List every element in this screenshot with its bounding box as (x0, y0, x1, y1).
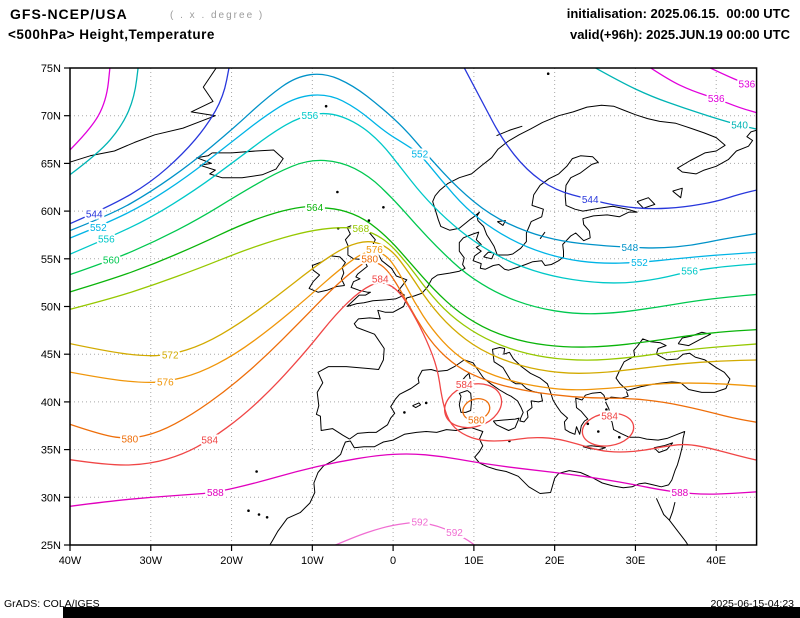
model-title: GFS-NCEP/USA (10, 6, 128, 22)
contour-label: 592 (411, 518, 428, 529)
island-dot (546, 72, 550, 75)
lat-tick-label: 60N (41, 206, 61, 218)
lat-tick-label: 35N (41, 445, 61, 457)
lat-tick-label: 75N (41, 63, 61, 75)
contour-564 (70, 206, 757, 348)
contour-536 (708, 68, 757, 88)
contour-label: 572 (162, 351, 179, 362)
contour-label: 588 (207, 488, 224, 499)
level-title: <500hPa> Height,Temperature (8, 27, 215, 42)
contour-label: 544 (582, 195, 599, 206)
contour-544 (463, 68, 757, 210)
contour-548 (70, 73, 757, 249)
island-dot (255, 470, 258, 473)
contour-label: 584 (456, 380, 473, 391)
contour-label: 584 (601, 412, 618, 423)
contour-580 (70, 260, 757, 439)
contour-536 (70, 68, 111, 151)
island-dot (597, 430, 600, 433)
contour-label: 584 (201, 436, 218, 447)
island-dot (601, 415, 605, 419)
lat-tick-label: 40N (41, 397, 61, 409)
contour-568 (70, 227, 757, 361)
island-dot (324, 104, 328, 108)
contour-540 (594, 68, 757, 130)
contour-label: 536 (708, 94, 725, 105)
contour-label: 540 (731, 121, 748, 132)
contour-536 (649, 68, 757, 114)
contour-label: 568 (352, 224, 369, 235)
island-dot (403, 411, 406, 414)
lat-tick-label: 50N (41, 302, 61, 314)
plot-frame: 75N 70N 65N 60N 55N 50N 45N 40N 35N 30N 25N 40W 30W 2… (41, 63, 758, 567)
contour-label: 564 (306, 203, 323, 214)
contour-label: 580 (121, 435, 138, 446)
lon-tick-label: 30W (139, 555, 162, 567)
island-dot (257, 513, 261, 516)
weather-map-plot: 5365365405445445485525525525565565565605… (41, 63, 758, 567)
height-contours (70, 68, 757, 545)
contour-label: 584 (372, 274, 389, 285)
closed-contour-584 (581, 412, 635, 447)
island-dot (618, 435, 621, 439)
contour-label: 556 (681, 267, 698, 278)
contour-label: 592 (446, 528, 463, 539)
contour-592 (333, 521, 476, 545)
lat-tick-label: 25N (41, 540, 61, 552)
contour-label: 556 (98, 234, 115, 245)
closed-contour-584 (444, 383, 503, 429)
lon-tick-label: 10E (464, 555, 484, 567)
contour-label: 576 (157, 377, 174, 388)
contour-label: 560 (103, 255, 120, 266)
contour-556 (70, 112, 757, 284)
island-dot (382, 206, 385, 209)
lon-tick-label: 20W (220, 555, 243, 567)
resolution-note: ( . x . degree ) (170, 10, 265, 21)
contour-540 (70, 68, 139, 176)
lat-tick-label: 70N (41, 111, 61, 123)
lon-tick-label: 0 (390, 555, 396, 567)
island-dot (605, 408, 608, 411)
lon-tick-label: 10W (301, 555, 324, 567)
lon-tick-label: 30E (626, 555, 646, 567)
lon-tick-label: 20E (545, 555, 565, 567)
contour-label: 548 (621, 243, 638, 254)
valid-time-label: valid(+96h): 2025.JUN.19 00:00 UTC (569, 27, 790, 42)
lon-tick-label: 40W (59, 555, 82, 567)
contour-label: 544 (86, 210, 103, 221)
island-dot (247, 509, 250, 512)
island-dot (586, 422, 590, 426)
contour-552 (70, 94, 757, 264)
island-dot (424, 401, 428, 405)
island-dot (367, 219, 371, 222)
contour-label: 552 (90, 223, 107, 234)
lat-tick-label: 55N (41, 254, 61, 266)
contour-label: 580 (361, 254, 378, 265)
contour-544 (70, 68, 230, 225)
init-time-label: initialisation: 2025.06.15. 00:00 UTC (566, 6, 790, 21)
lat-tick-label: 65N (41, 158, 61, 170)
bottom-black-bar (63, 607, 800, 618)
contour-576 (70, 250, 757, 391)
lat-tick-label: 30N (41, 492, 61, 504)
grid-lines (70, 68, 757, 545)
contour-label: 580 (468, 416, 485, 427)
lat-tick-label: 45N (41, 349, 61, 361)
island-dot (265, 516, 269, 519)
contour-588 (70, 453, 757, 507)
contour-labels: 5365365405445445485525525525565565565605… (84, 78, 757, 541)
contour-label: 536 (739, 80, 756, 91)
island-dot (336, 190, 339, 194)
contour-label: 556 (302, 111, 319, 122)
contour-584 (70, 282, 757, 466)
contour-572 (70, 241, 757, 374)
closed-contour-580 (462, 398, 491, 421)
contour-label: 552 (411, 149, 428, 160)
contour-label: 588 (672, 488, 689, 499)
contour-label: 576 (366, 245, 383, 256)
lon-tick-label: 40E (706, 555, 726, 567)
contour-label: 552 (631, 258, 648, 269)
contour-560 (70, 159, 757, 315)
